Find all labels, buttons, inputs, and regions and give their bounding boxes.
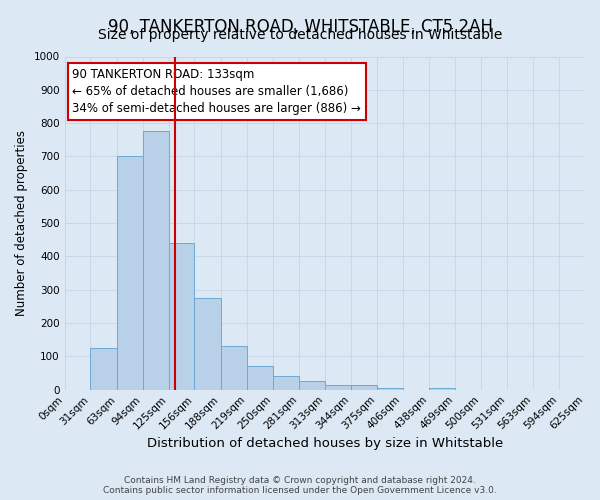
Bar: [351, 384, 377, 390]
Text: Size of property relative to detached houses in Whitstable: Size of property relative to detached ho…: [98, 28, 502, 42]
Y-axis label: Number of detached properties: Number of detached properties: [15, 130, 28, 316]
Bar: [194, 298, 221, 390]
Bar: [429, 388, 455, 390]
Bar: [143, 132, 169, 390]
Bar: [169, 243, 194, 390]
Text: 90, TANKERTON ROAD, WHITSTABLE, CT5 2AH: 90, TANKERTON ROAD, WHITSTABLE, CT5 2AH: [107, 18, 493, 36]
Text: Contains HM Land Registry data © Crown copyright and database right 2024.
Contai: Contains HM Land Registry data © Crown c…: [103, 476, 497, 495]
Bar: [247, 366, 273, 390]
Bar: [325, 384, 351, 390]
Bar: [117, 156, 143, 390]
Bar: [221, 346, 247, 390]
X-axis label: Distribution of detached houses by size in Whitstable: Distribution of detached houses by size …: [146, 437, 503, 450]
Bar: [91, 348, 117, 390]
Bar: [273, 376, 299, 390]
Text: 90 TANKERTON ROAD: 133sqm
← 65% of detached houses are smaller (1,686)
34% of se: 90 TANKERTON ROAD: 133sqm ← 65% of detac…: [73, 68, 361, 115]
Bar: [377, 388, 403, 390]
Bar: [299, 382, 325, 390]
